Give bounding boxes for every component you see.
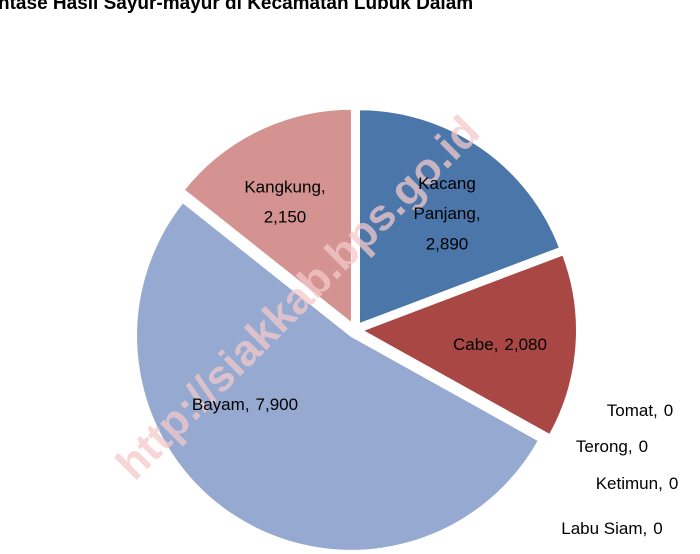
label-separator: , [476, 204, 481, 223]
data-label: Terong, 0 [576, 437, 648, 456]
label-category: Labu Siam [561, 519, 642, 538]
label-category: Tomat [607, 401, 654, 420]
data-label: 2,890 [426, 234, 469, 253]
data-label: Tomat, 0 [607, 401, 674, 420]
label-separator: , [653, 401, 658, 420]
data-label: Kacang Panjang, [413, 174, 480, 223]
label-category: Bayam [192, 395, 245, 414]
label-category: Cabe [453, 335, 494, 354]
label-value: 7,900 [256, 395, 299, 414]
label-separator: , [628, 437, 633, 456]
data-label: 2,150 [264, 207, 307, 226]
label-value: 0 [639, 437, 648, 456]
label-separator: , [494, 335, 499, 354]
pie-slice [182, 107, 353, 326]
label-category: Ketimun [596, 474, 658, 493]
data-label: Labu Siam, 0 [561, 519, 662, 538]
data-label: Kangkung, [244, 177, 325, 196]
pie-slice [359, 253, 578, 437]
label-separator: , [643, 519, 648, 538]
pie-slice [135, 200, 541, 552]
pie-slice [357, 108, 562, 326]
label-value: 2,080 [504, 335, 547, 354]
data-label: Bayam, 7,900 [192, 395, 298, 414]
label-separator: , [321, 177, 326, 196]
label-value: 0 [669, 474, 678, 493]
chart-title: ntase Hasil Sayur-mayur di Kecamatan Lub… [0, 0, 473, 14]
data-label: Cabe, 2,080 [453, 335, 547, 354]
label-category: Terong [576, 437, 628, 456]
data-label: Ketimun, 0 [596, 474, 679, 493]
label-value: 0 [664, 401, 673, 420]
label-value: 0 [653, 519, 662, 538]
label-separator: , [245, 395, 250, 414]
label-separator: , [658, 474, 663, 493]
